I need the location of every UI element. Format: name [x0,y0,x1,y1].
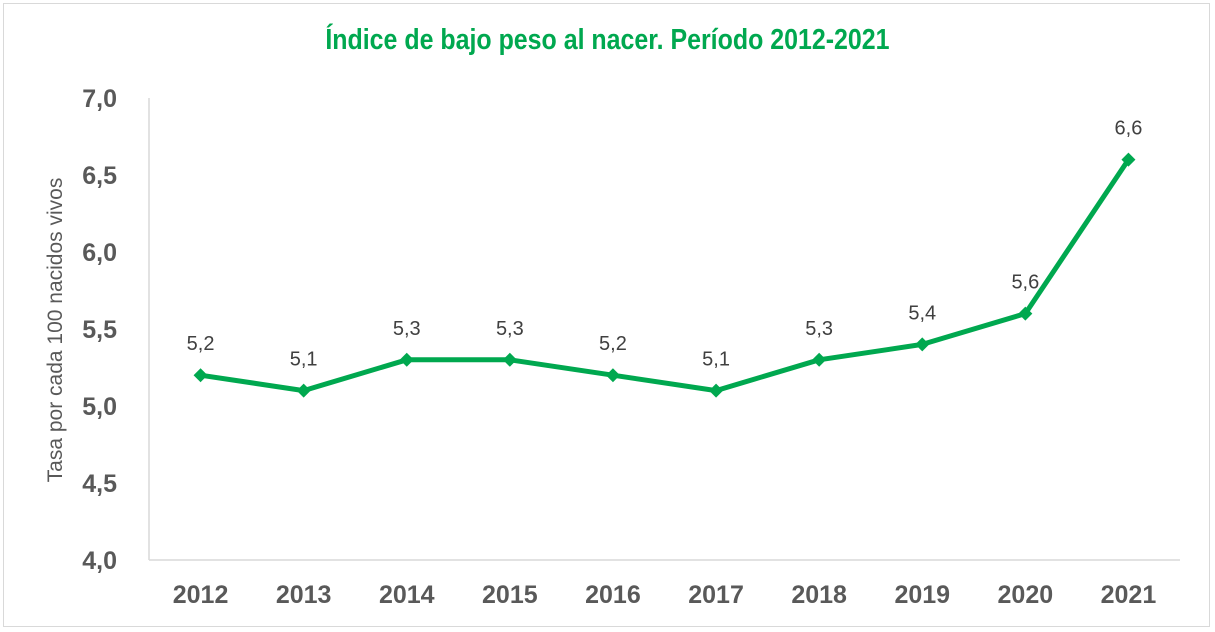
y-tick-label: 7,0 [82,85,117,113]
x-axis: 2012 2013 2014 2015 2016 2017 2018 2019 2020 2021 [149,559,1180,609]
data-point-marker [296,383,311,398]
x-tick-label: 2021 [1101,581,1157,609]
series [193,152,1136,398]
y-tick-label: 6,5 [82,162,117,190]
data-label: 5,2 [187,333,215,355]
data-point-marker [1121,152,1136,167]
data-point-marker [1018,306,1033,321]
data-point-marker [812,352,827,367]
x-tick-label: 2013 [276,581,332,609]
data-label: 6,6 [1115,118,1143,140]
x-tick-label: 2017 [688,581,744,609]
data-point-marker [605,368,620,383]
y-tick-label: 4,5 [82,470,117,498]
data-label: 5,3 [393,318,421,340]
data-point-marker [502,352,517,367]
data-label: 5,1 [702,349,730,371]
y-tick-label: 5,5 [82,316,117,344]
data-point-marker [915,337,930,352]
chart-title: Índice de bajo peso al nacer. Período 20… [325,24,890,56]
data-label: 5,2 [599,333,627,355]
data-labels: 5,2 5,1 5,3 5,3 5,2 5,1 5,3 5,4 5,6 6,6 [187,118,1143,371]
data-label: 5,3 [496,318,524,340]
data-point-marker [709,383,724,398]
x-tick-label: 2020 [998,581,1054,609]
y-tick-label: 6,0 [82,239,117,267]
series-line [198,157,1131,394]
data-point-marker [399,352,414,367]
x-tick-label: 2014 [379,581,435,609]
data-label: 5,3 [805,318,833,340]
x-tick-label: 2015 [482,581,538,609]
x-tick-label: 2019 [894,581,950,609]
y-axis: 4,0 4,5 5,0 5,5 6,0 6,5 7,0 [82,85,150,575]
y-axis-label: Tasa por cada 100 nacidos vivos [44,178,67,483]
y-tick-label: 5,0 [82,393,117,421]
data-point-marker [193,368,208,383]
data-label: 5,1 [290,349,318,371]
x-tick-label: 2018 [791,581,847,609]
x-tick-label: 2016 [585,581,641,609]
x-tick-label: 2012 [173,581,229,609]
y-tick-label: 4,0 [82,547,117,575]
chart-frame [3,3,1210,627]
data-label: 5,6 [1011,272,1039,294]
data-label: 5,4 [908,302,936,324]
